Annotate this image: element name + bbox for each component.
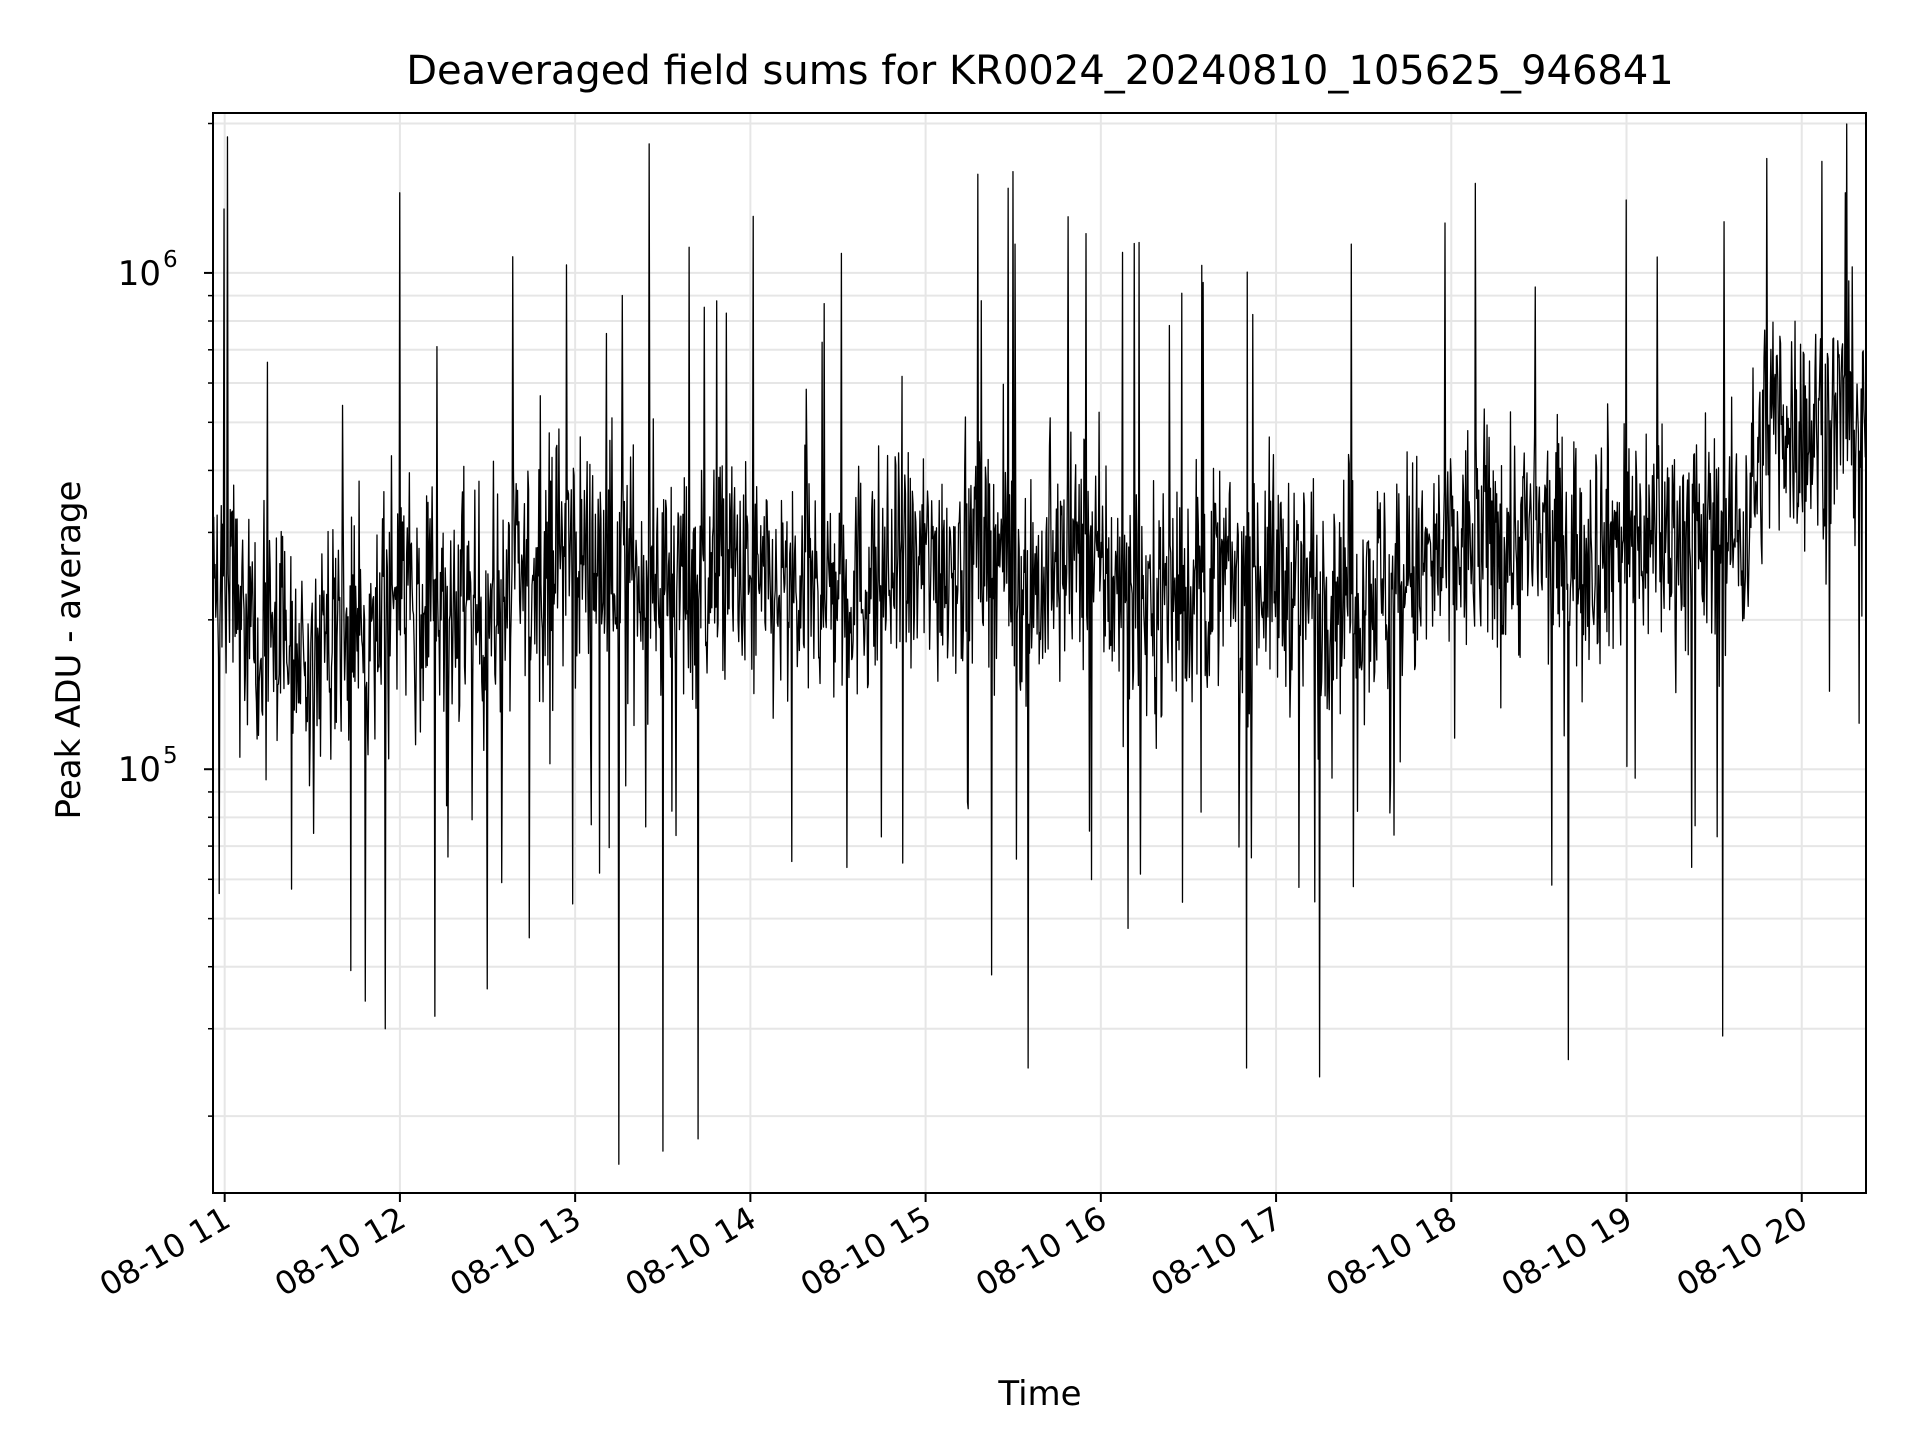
y-tick-label: 10 — [118, 254, 161, 294]
series-layer — [212, 123, 1867, 1165]
series-line — [212, 123, 1867, 1165]
y-tick-exponent: 5 — [163, 743, 178, 769]
plot-frame — [212, 112, 1867, 1194]
chart-title: Deaveraged field sums for KR0024_2024081… — [406, 48, 1674, 94]
y-tick-label: 10 — [118, 750, 161, 790]
x-axis-label: Time — [997, 1374, 1081, 1414]
y-tick-exponent: 6 — [163, 247, 178, 273]
y-axis-label: Peak ADU - average — [49, 481, 89, 820]
